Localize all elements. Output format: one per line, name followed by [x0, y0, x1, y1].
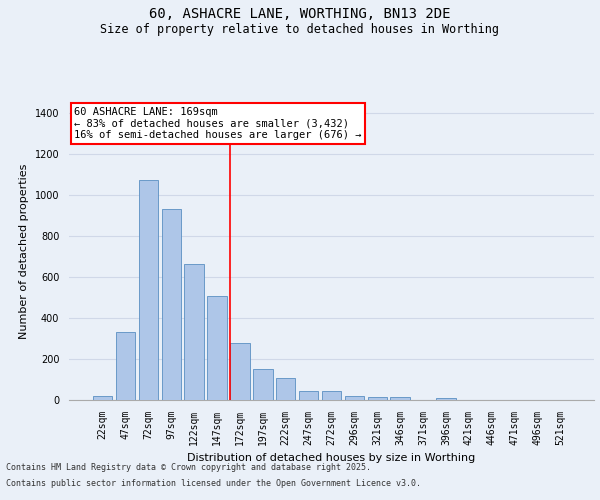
Bar [253, 369, 272, 400]
Bar [208, 296, 227, 400]
Text: Contains HM Land Registry data © Crown copyright and database right 2025.: Contains HM Land Registry data © Crown c… [6, 464, 371, 472]
Text: Size of property relative to detached houses in Worthing: Size of property relative to detached ho… [101, 22, 499, 36]
Bar [230, 342, 250, 400]
Bar [116, 332, 135, 400]
Bar [161, 209, 181, 400]
Bar [184, 264, 204, 400]
Text: 60 ASHACRE LANE: 169sqm
← 83% of detached houses are smaller (3,432)
16% of semi: 60 ASHACRE LANE: 169sqm ← 83% of detache… [74, 107, 362, 140]
Bar [276, 378, 295, 400]
Bar [322, 391, 341, 400]
Text: 60, ASHACRE LANE, WORTHING, BN13 2DE: 60, ASHACRE LANE, WORTHING, BN13 2DE [149, 8, 451, 22]
Bar [344, 396, 364, 400]
Bar [391, 397, 410, 400]
Y-axis label: Number of detached properties: Number of detached properties [19, 164, 29, 339]
Bar [299, 391, 319, 400]
Bar [368, 397, 387, 400]
Bar [93, 396, 112, 400]
Text: Contains public sector information licensed under the Open Government Licence v3: Contains public sector information licen… [6, 478, 421, 488]
X-axis label: Distribution of detached houses by size in Worthing: Distribution of detached houses by size … [187, 454, 476, 464]
Bar [436, 398, 455, 400]
Bar [139, 180, 158, 400]
